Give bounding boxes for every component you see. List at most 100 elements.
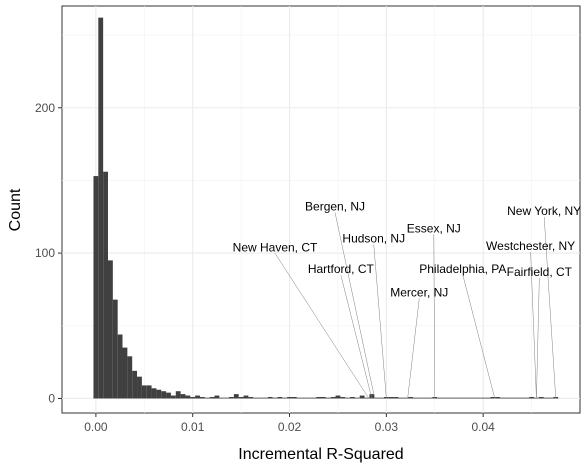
histogram-bar	[437, 397, 443, 399]
annotation-label: Fairfield, CT	[507, 265, 573, 279]
histogram-bar	[345, 397, 351, 399]
annotation-leader-line	[536, 277, 540, 399]
histogram-bar	[103, 171, 108, 399]
annotations: New York, NY Westchester, NY Fairfield, CT…	[233, 200, 581, 399]
histogram-bar	[325, 397, 331, 399]
histogram-bar	[93, 176, 99, 399]
histogram-bar	[369, 394, 375, 399]
histogram-bar	[301, 397, 307, 399]
histogram-bar	[161, 391, 167, 399]
annotation-leader-line	[373, 244, 387, 399]
histogram-bar	[219, 397, 225, 399]
histogram-bar	[112, 299, 118, 399]
x-tick-label: 0.03	[375, 420, 399, 434]
histogram-bar	[267, 397, 273, 399]
histogram-bar	[500, 397, 505, 399]
y-tick-label: 0	[48, 391, 55, 405]
histogram-bar	[509, 397, 515, 399]
x-tick-label: 0.00	[84, 420, 108, 434]
histogram-bar	[311, 397, 317, 399]
histogram-bar	[316, 397, 321, 399]
x-axis-title: Incremental R-Squared	[238, 446, 403, 463]
annotation-leader-line	[530, 251, 537, 399]
annotation-label: Philadelphia, PA	[419, 262, 506, 276]
histogram-bar	[388, 397, 394, 399]
histogram-bar	[335, 395, 341, 399]
histogram-bar	[156, 389, 162, 399]
histogram-bar	[451, 397, 457, 399]
x-tick-label: 0.02	[278, 420, 302, 434]
x-tick-label: 0.01	[181, 420, 205, 434]
histogram-bar	[442, 397, 447, 399]
histogram-bar	[204, 397, 210, 399]
annotation-leader-line	[340, 275, 373, 399]
annotation-leader-line	[334, 212, 375, 399]
annotation-label: Westchester, NY	[486, 239, 575, 253]
histogram-bar	[427, 397, 433, 399]
histogram-bar	[306, 397, 312, 399]
histogram-bar	[180, 394, 186, 399]
histogram-bar	[548, 397, 554, 399]
annotation-label: Essex, NJ	[407, 221, 461, 235]
histogram-bar	[519, 397, 525, 399]
histogram-bar	[170, 395, 176, 399]
histogram-bar	[151, 388, 157, 399]
histogram-bar	[461, 397, 467, 399]
histogram-bar	[374, 397, 380, 399]
histogram-bar	[412, 397, 418, 399]
histogram-bar	[480, 397, 486, 399]
histogram-bar	[422, 397, 428, 399]
plot-panel	[61, 5, 581, 414]
histogram-bar	[495, 397, 501, 399]
histogram-bar	[243, 395, 249, 399]
histogram-bar	[490, 397, 496, 399]
histogram-bar	[504, 397, 510, 399]
y-tick-label: 200	[35, 101, 55, 115]
x-tick-label: 0.04	[471, 420, 495, 434]
histogram-bar	[287, 397, 292, 399]
histogram-bar	[403, 397, 409, 399]
histogram-bar	[364, 397, 370, 399]
histogram-bar	[146, 385, 152, 399]
histogram-bar	[117, 334, 123, 399]
histogram-bars	[93, 17, 559, 399]
histogram-bar	[359, 395, 365, 399]
histogram-bar	[485, 397, 491, 399]
annotation-label: Bergen, NJ	[305, 200, 365, 214]
histogram-bar	[291, 397, 297, 399]
histogram-bar	[209, 397, 215, 399]
histogram-bar	[538, 397, 544, 399]
histogram-bar	[282, 397, 288, 399]
histogram-bar	[98, 17, 104, 399]
histogram-bar	[446, 397, 452, 399]
histogram-bar	[524, 397, 530, 399]
y-tick-label: 100	[35, 246, 55, 260]
histogram-bar	[195, 395, 200, 399]
histogram-bar	[185, 395, 191, 399]
histogram-bar	[132, 370, 138, 399]
histogram-bar	[122, 347, 128, 399]
annotation-label: Hudson, NJ	[342, 232, 405, 246]
histogram-bar	[340, 397, 346, 399]
histogram-bar	[321, 397, 326, 399]
histogram-bar	[408, 397, 413, 399]
histogram-bar	[543, 397, 549, 399]
annotation-leader-line	[433, 234, 436, 399]
y-axis: 0 100 200	[35, 101, 62, 405]
histogram-bar	[398, 397, 404, 399]
histogram-bar	[190, 397, 196, 399]
histogram-bar	[199, 397, 205, 399]
histogram-bar	[137, 376, 142, 399]
histogram-bar	[166, 392, 171, 399]
histogram-bar	[272, 397, 278, 399]
histogram-bar	[350, 397, 355, 399]
histogram-bar	[514, 397, 520, 399]
annotation-label: New York, NY	[507, 204, 581, 218]
histogram-bar	[253, 397, 259, 399]
histogram-bar	[229, 397, 234, 399]
histogram-bar	[471, 397, 476, 399]
annotation-label: Hartford, CT	[308, 262, 375, 276]
annotation-leader-line	[543, 216, 557, 399]
histogram-bar	[296, 397, 302, 399]
